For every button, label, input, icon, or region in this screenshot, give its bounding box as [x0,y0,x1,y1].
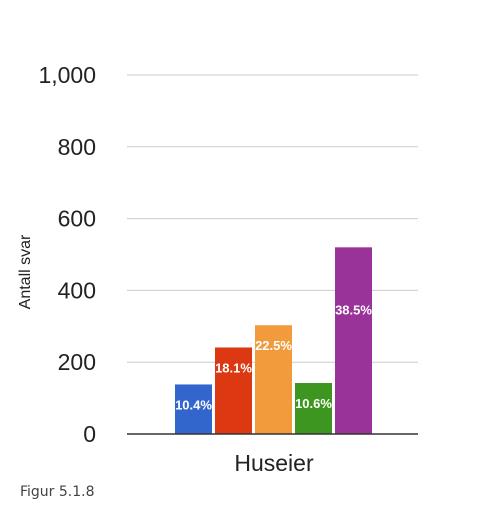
y-tick-label: 600 [58,206,96,232]
y-tick-label: 0 [83,421,96,447]
y-tick-label: 800 [58,134,96,160]
bar [215,347,252,434]
bar [175,384,212,434]
figure-caption: Figur 5.1.8 [20,484,95,500]
data-labels: 10.4% 18.1%22.5% 10.6% 38.5% [175,303,372,413]
data-label: 38.5% [335,303,372,318]
y-axis-label: Antall svar [17,234,34,309]
gridlines [127,74,418,363]
data-label: 10.4% [175,397,212,412]
data-label: 22.5% [255,338,292,353]
bar [295,383,332,434]
data-label: 18.1% [215,360,252,375]
y-axis-ticks: 0 200 400 600 800 1,000 [38,62,96,447]
bar [335,247,372,434]
y-tick-label: 1,000 [38,62,96,88]
bar [255,325,292,434]
category-label: Huseier [234,450,314,476]
y-tick-label: 400 [58,277,96,303]
bars [175,247,372,434]
data-label: 10.6% [295,396,332,411]
y-tick-label: 200 [58,349,96,375]
